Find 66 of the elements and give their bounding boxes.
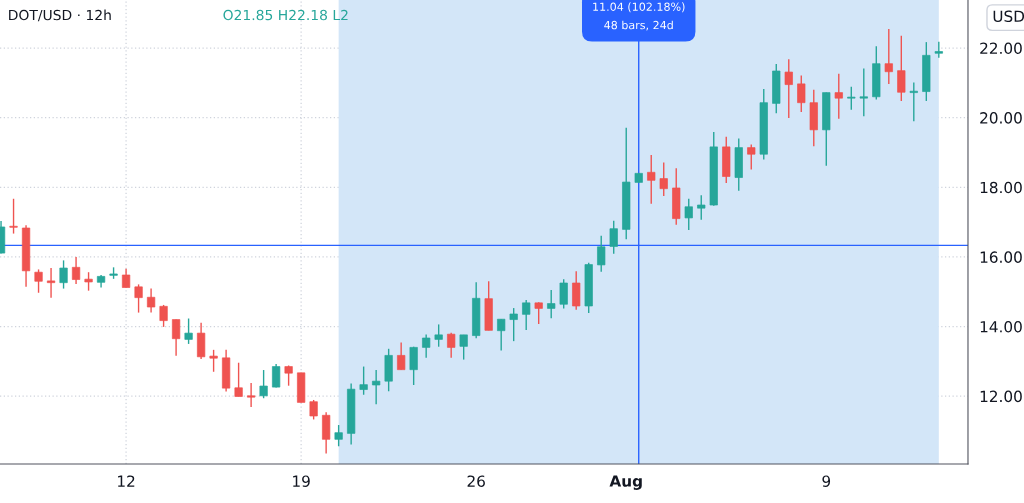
candlestick <box>234 362 243 398</box>
candlestick <box>572 270 581 311</box>
candlestick <box>334 424 343 447</box>
candlestick <box>497 318 506 352</box>
candlestick <box>459 334 468 361</box>
candlestick <box>847 85 856 111</box>
candlestick <box>146 287 156 314</box>
candlestick <box>797 74 806 113</box>
text: DOT/USD · 12h <box>9 9 111 22</box>
candlestick <box>547 289 556 319</box>
candlestick <box>247 382 256 408</box>
candlestick <box>884 28 893 85</box>
candlestick <box>697 194 706 221</box>
candlestick <box>859 67 868 117</box>
candlestick <box>597 234 606 273</box>
candlestick <box>397 341 406 371</box>
candlestick <box>272 363 281 389</box>
candlestick <box>509 307 518 342</box>
candlestick <box>71 256 81 285</box>
candlestick <box>909 81 918 122</box>
x-tick-label: 9 <box>822 475 831 487</box>
candlestick <box>647 154 656 205</box>
candlestick <box>121 268 131 289</box>
candlestick <box>659 161 668 197</box>
y-tick-label: 16.00 <box>980 251 1022 263</box>
candlestick <box>34 268 43 294</box>
annotation: O21.85 H22.18 L2 <box>223 9 348 21</box>
candlestick <box>684 198 693 231</box>
y-tick-label: 20.00 <box>980 112 1022 124</box>
candlestick <box>259 369 268 399</box>
candlestick <box>447 332 456 359</box>
y-tick-label: 14.00 <box>980 320 1022 333</box>
candlestick <box>84 271 93 292</box>
candlestick <box>134 283 143 314</box>
candlestick <box>534 301 543 325</box>
candlestick <box>359 365 368 396</box>
candlestick <box>9 198 18 235</box>
candlestick <box>46 267 56 299</box>
candlestick <box>834 73 843 120</box>
candlestick <box>409 346 418 386</box>
candlestick <box>309 399 318 421</box>
y-axis-title: USD <box>993 10 1024 23</box>
y-tick-label: 22.00 <box>980 42 1022 55</box>
x-tick-label: 26 <box>467 475 485 487</box>
x-tick-label: Aug <box>609 475 642 490</box>
candlestick <box>897 35 906 102</box>
candlestick <box>171 318 181 357</box>
candlestick <box>59 259 68 290</box>
candlestick <box>934 41 943 59</box>
candlestick <box>609 220 618 255</box>
candlestick <box>434 323 443 348</box>
candlestick <box>422 333 431 359</box>
candlestick <box>747 143 756 171</box>
candlestick <box>159 304 168 328</box>
candlestick <box>784 58 793 119</box>
x-tick-label: 12 <box>118 475 135 487</box>
candlestick <box>184 317 193 345</box>
candlestick <box>559 278 568 310</box>
y-tick-label: 18.00 <box>980 181 1022 194</box>
candlestick <box>372 369 381 405</box>
x-tick-label: 19 <box>293 475 310 487</box>
candlestick <box>522 299 531 331</box>
candlestick <box>209 349 218 373</box>
candlestick <box>197 321 206 360</box>
band-label: 11.04 (102.18%) 48 bars, 24d <box>593 2 685 31</box>
y-tick-label: 12.00 <box>980 390 1022 403</box>
